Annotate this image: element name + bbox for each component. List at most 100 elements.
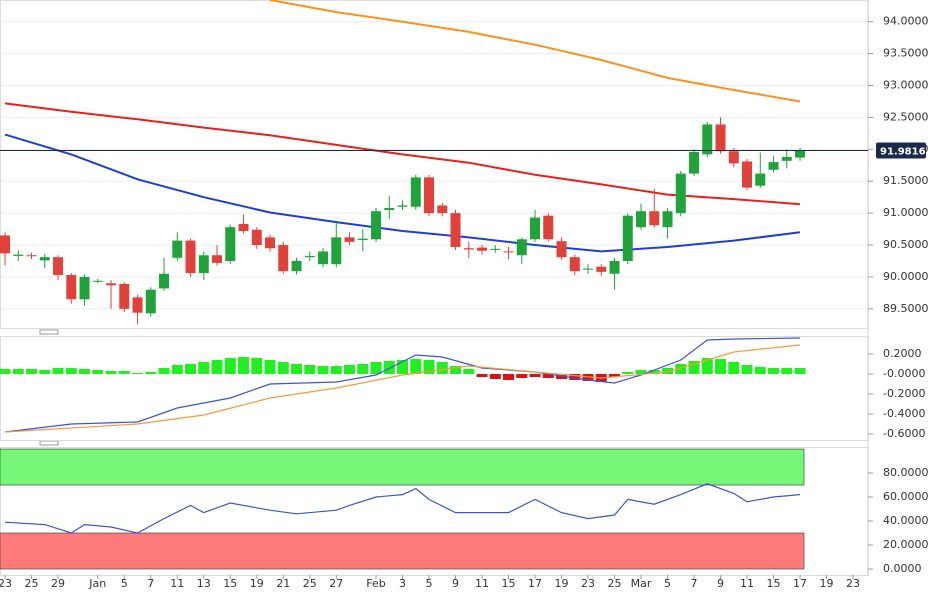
x-tick-label: 15 <box>502 577 516 590</box>
candle-body <box>530 217 541 240</box>
macd-histogram-bar <box>450 366 462 374</box>
candle-body <box>13 254 24 256</box>
x-tick-label: 27 <box>329 577 343 590</box>
y-tick-label: -0.4000 <box>883 407 925 420</box>
candle-body <box>371 211 382 240</box>
candle-body <box>92 280 103 282</box>
panel-frame <box>0 336 869 441</box>
candle-body <box>556 241 567 258</box>
macd-histogram-bar <box>662 368 674 374</box>
line-series <box>4 337 801 433</box>
macd-histogram-bar <box>648 370 660 374</box>
candle-body <box>543 215 554 240</box>
macd-histogram-bar <box>701 358 713 374</box>
line-series <box>4 344 801 433</box>
macd-histogram-bar <box>92 370 104 374</box>
y-tick-label: -0.6000 <box>883 427 925 440</box>
y-tick-label: 91.0000 <box>883 206 929 219</box>
x-tick-label: 21 <box>276 577 290 590</box>
x-tick-label: 7 <box>691 577 698 590</box>
macd-histogram-bar <box>489 374 501 379</box>
candle-body <box>344 237 355 242</box>
candle-body <box>331 237 342 265</box>
candle-body <box>291 260 302 272</box>
candle-body <box>689 151 700 174</box>
candle-body <box>477 247 488 251</box>
y-tick-label: 91.5000 <box>883 174 929 187</box>
panel-frame <box>0 447 869 576</box>
candle-body <box>26 255 37 257</box>
macd-histogram-bar <box>277 362 289 374</box>
candle-body <box>503 251 514 253</box>
macd-histogram-bar <box>344 365 356 374</box>
y-tick-label: -0.0000 <box>883 367 925 380</box>
candle-body <box>662 211 673 228</box>
macd-histogram-bar <box>185 364 197 374</box>
candle-body <box>583 268 594 270</box>
macd-histogram-bar <box>529 374 541 377</box>
candle-body <box>278 245 289 272</box>
panel-handle[interactable] <box>39 329 59 335</box>
candle-body <box>265 237 276 249</box>
rsi-band <box>0 532 805 570</box>
macd-histogram-bar <box>582 374 594 381</box>
candle-body <box>0 235 11 254</box>
candle-body <box>304 255 315 258</box>
candle-body <box>66 275 77 300</box>
macd-histogram-bar <box>304 365 316 374</box>
y-tick-label: 94.0000 <box>883 15 929 28</box>
x-tick-label: 5 <box>664 577 671 590</box>
macd-histogram-bar <box>370 362 382 374</box>
macd-histogram-bar <box>158 368 170 374</box>
macd-histogram-bar <box>39 370 51 374</box>
candle-body <box>437 205 448 214</box>
x-tick-label: 17 <box>793 577 807 590</box>
macd-histogram-bar <box>609 374 621 377</box>
x-tick-label: 5 <box>121 577 128 590</box>
x-tick-label: 11 <box>170 577 184 590</box>
macd-histogram-bar <box>171 365 183 374</box>
y-tick-label: 90.5000 <box>883 238 929 251</box>
line-series <box>4 102 801 206</box>
candle-body <box>159 273 170 289</box>
y-tick-label: 60.0000 <box>883 490 929 503</box>
panel-frame <box>0 0 869 329</box>
candle-body <box>569 257 580 272</box>
x-tick-label: 9 <box>452 577 459 590</box>
candle-body <box>384 208 395 210</box>
macd-histogram-bar <box>397 360 409 374</box>
macd-histogram-bar <box>238 357 250 374</box>
candle-body <box>781 156 792 161</box>
x-tick-label: 17 <box>528 577 542 590</box>
macd-histogram-bar <box>794 368 806 374</box>
candle-body <box>357 238 368 240</box>
rsi-band <box>0 448 805 486</box>
x-tick-label: 23 <box>846 577 860 590</box>
line-series <box>4 483 801 534</box>
macd-histogram-bar <box>728 362 740 374</box>
candle-body <box>225 227 236 261</box>
macd-histogram-bar <box>79 369 91 374</box>
line-series <box>4 133 801 253</box>
x-tick-label: 29 <box>51 577 65 590</box>
x-tick-label: Feb <box>366 577 385 590</box>
candle-body <box>397 205 408 207</box>
candle-body <box>728 151 739 164</box>
y-tick-label: 93.5000 <box>883 47 929 60</box>
macd-histogram-bar <box>383 361 395 374</box>
y-tick-label: 0.2000 <box>883 347 922 360</box>
candle-body <box>450 213 461 247</box>
x-tick-label: 11 <box>740 577 754 590</box>
x-tick-label: 25 <box>25 577 39 590</box>
candle-body <box>198 255 209 274</box>
y-tick-label: 90.0000 <box>883 270 929 283</box>
line-series <box>269 0 801 103</box>
candle-body <box>742 161 753 188</box>
last-price-label: 91.9816 <box>880 146 926 157</box>
macd-histogram-bar <box>542 374 554 378</box>
macd-histogram-bar <box>145 372 157 374</box>
x-tick-label: 19 <box>555 577 569 590</box>
macd-histogram-bar <box>754 367 766 374</box>
